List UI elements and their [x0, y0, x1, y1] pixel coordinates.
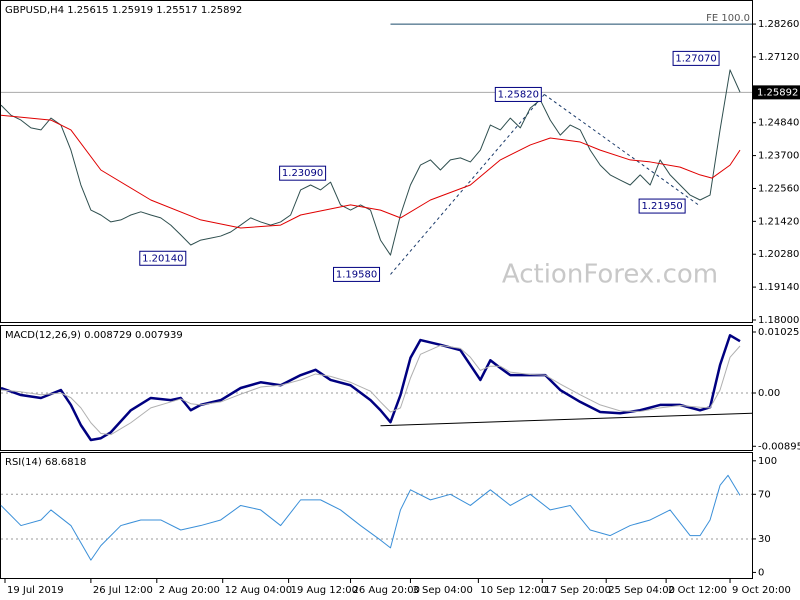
- x-tick-label: 2 Oct 12:00: [668, 585, 727, 596]
- x-tick-label: 19 Aug 12:00: [291, 585, 358, 596]
- x-tick-label: 19 Jul 2019: [7, 585, 64, 596]
- y-tick-label: 1.24840: [758, 118, 799, 129]
- panel-title: GBPUSD,H4 1.25615 1.25919 1.25517 1.2589…: [5, 5, 242, 16]
- series-line: [0, 344, 741, 436]
- panel-title: MACD(12,26,9) 0.008729 0.007939: [5, 330, 183, 341]
- x-tick-label: 25 Sep 04:00: [608, 585, 675, 596]
- rsi-panel: [0, 452, 753, 579]
- trendline: [380, 412, 753, 427]
- y-tick-label: 0.010252: [758, 327, 800, 338]
- series-line: [0, 114, 741, 229]
- fe-label: FE 100.0: [706, 13, 750, 24]
- panel-title: RSI(14) 68.6818: [5, 457, 86, 468]
- y-tick-label: 70: [758, 489, 771, 500]
- current-price-label: 1.25892: [757, 87, 798, 98]
- x-tick-label: 2 Aug 20:00: [159, 585, 220, 596]
- x-tick-label: 10 Sep 12:00: [480, 585, 547, 596]
- price-label-box: [139, 250, 187, 266]
- watermark: ActionForex.com: [502, 260, 718, 290]
- series-line: [0, 69, 741, 256]
- y-tick-label: 1.23700: [758, 151, 799, 162]
- price-label: 1.27070: [675, 53, 716, 64]
- price-label: 1.25820: [498, 89, 539, 100]
- x-tick-label: 26 Jul 12:00: [93, 585, 153, 596]
- y-tick-label: -0.008954: [758, 441, 800, 452]
- price-label: 1.19580: [336, 269, 377, 280]
- trendline: [543, 94, 701, 207]
- x-tick-label: 26 Aug 20:00: [353, 585, 420, 596]
- price-label-box: [672, 50, 720, 66]
- price-label-box: [333, 266, 381, 282]
- x-tick-label: 17 Sep 20:00: [544, 585, 611, 596]
- x-tick-label: 12 Aug 04:00: [225, 585, 292, 596]
- price-label-box: [279, 165, 327, 181]
- y-tick-label: 0.00: [758, 388, 780, 399]
- y-tick-label: 1.21420: [758, 216, 799, 227]
- price-panel: [0, 0, 753, 323]
- price-label: 1.23090: [282, 168, 323, 179]
- y-tick-label: 0: [758, 567, 764, 578]
- y-tick-label: 1.22560: [758, 183, 799, 194]
- y-tick-label: 1.19140: [758, 282, 799, 293]
- price-label-box: [494, 86, 542, 102]
- y-tick-label: 1.27120: [758, 52, 799, 63]
- y-tick-label: 1.28260: [758, 19, 799, 30]
- x-tick-label: 9 Oct 20:00: [732, 585, 791, 596]
- y-tick-label: 100: [758, 456, 777, 467]
- macd-panel: [0, 325, 753, 451]
- series-line: [0, 474, 741, 561]
- price-label: 1.21950: [641, 201, 682, 212]
- y-tick-label: 1.20280: [758, 249, 799, 260]
- x-tick-label: 3 Sep 04:00: [412, 585, 472, 596]
- y-tick-label: 30: [758, 534, 771, 545]
- price-label-box: [638, 198, 686, 214]
- series-line: [0, 334, 741, 442]
- price-label: 1.20140: [142, 253, 183, 264]
- current-price-box: [753, 85, 800, 100]
- y-tick-label: 1.18000: [758, 315, 799, 326]
